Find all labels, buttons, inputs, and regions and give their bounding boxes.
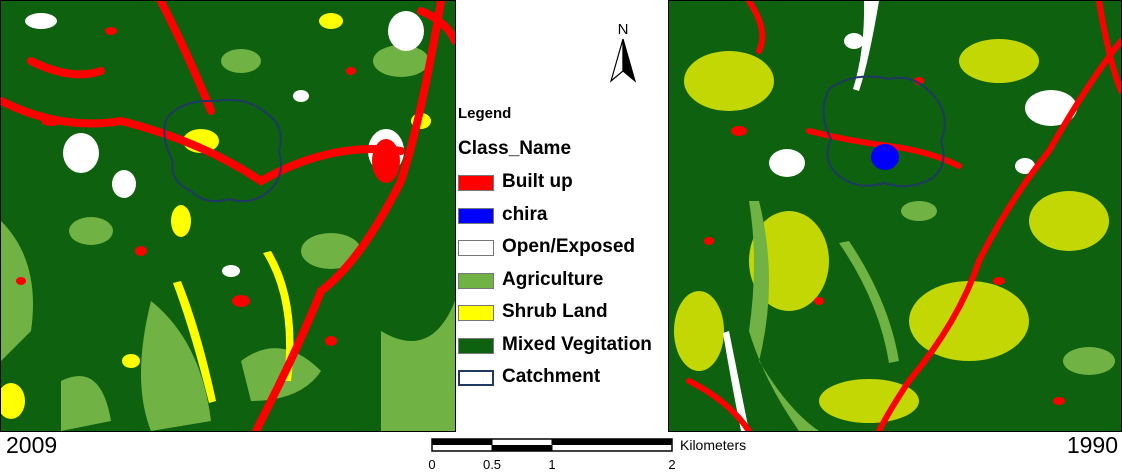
scale-bar-unit: Kilometers [680,437,747,453]
built-up-patches [16,27,400,346]
scale-bar [431,438,673,452]
legend-title: Legend [458,105,512,122]
legend-item-shrub-land: Shrub Land [456,296,668,329]
legend-item-label: Catchment [502,366,601,387]
land-cover-map-2009 [0,0,456,432]
legend-item-label: chira [502,203,548,225]
land-cover-raster-2009 [1,1,455,431]
scale-tick-label: 0 [428,457,436,472]
legend-item-label: Mixed Vegitation [502,333,652,355]
map-year-label-1990: 1990 [1066,432,1118,458]
map-legend: Legend Class_Name Built up chira Open/Ex… [456,100,668,394]
catchment-outline-1990 [822,75,946,188]
north-arrow-icon [609,38,637,83]
legend-item-mixed-vegitation: Mixed Vegitation [456,329,668,362]
legend-swatch [458,337,494,354]
legend-item-label: Agriculture [502,268,604,290]
open-exposed-patches [723,1,1077,431]
scale-tick-label: 2 [668,457,676,472]
map-year-label-2009: 2009 [6,432,58,458]
legend-item-open-exposed: Open/Exposed [456,231,668,264]
scale-tick-label: 1 [548,457,556,472]
built-up-network [686,1,1121,431]
legend-item-built-up: Built up [456,166,668,199]
legend-swatch [458,207,494,224]
legend-item-agriculture: Agriculture [456,264,668,297]
land-cover-map-1990 [668,0,1122,432]
chira-water-body [871,144,899,170]
legend-item-label: Built up [502,171,573,192]
legend-swatch [458,305,494,321]
north-arrow-label: N [617,21,629,38]
legend-item-catchment: Catchment [456,361,668,394]
legend-item-label: Shrub Land [502,301,608,322]
north-arrow: N [608,22,638,84]
catchment-outline-2009 [163,98,282,203]
legend-swatch [458,272,494,289]
scale-tick-label: 0.5 [482,457,502,472]
shrub-patches [674,39,1109,423]
legend-field-name: Class_Name [458,138,572,159]
agriculture-patches [749,201,1115,431]
legend-swatch [458,175,494,191]
legend-swatch [458,240,494,256]
agriculture-patches [1,45,455,431]
legend-item-chira: chira [456,199,668,232]
legend-item-label: Open/Exposed [502,236,636,257]
land-cover-raster-1990 [669,1,1121,431]
legend-swatch [458,370,494,386]
